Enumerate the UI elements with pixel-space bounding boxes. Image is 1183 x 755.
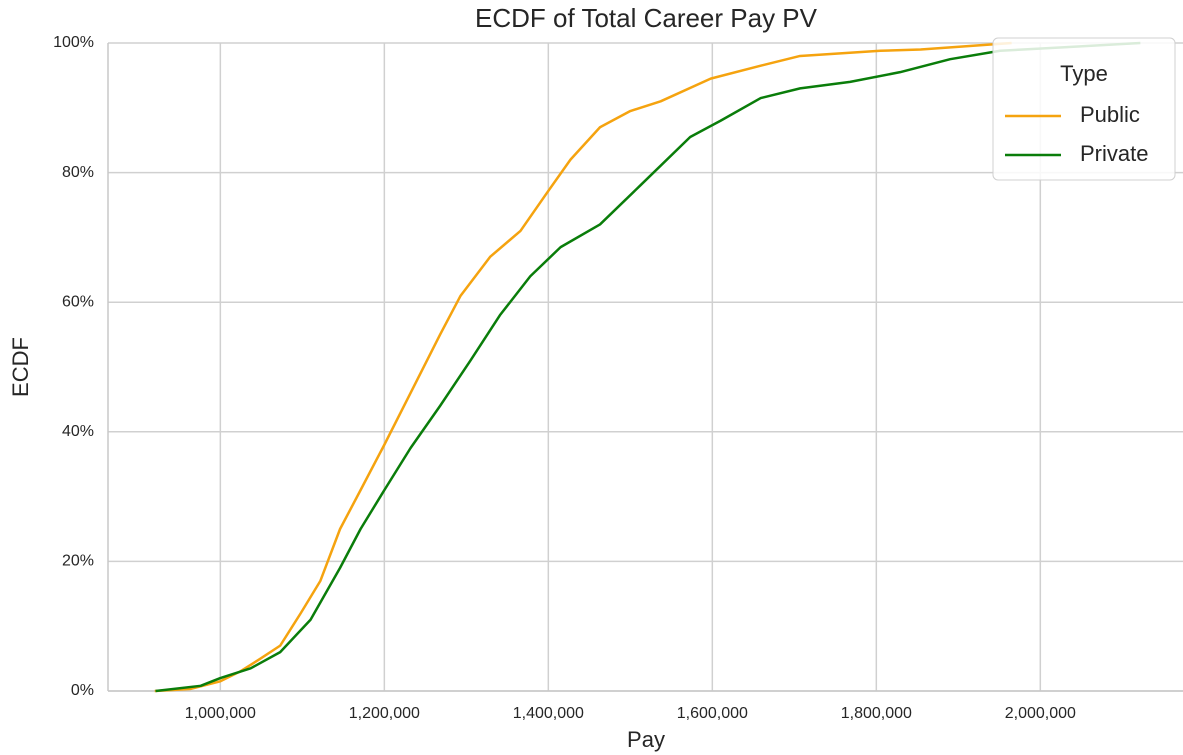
x-tick-label: 1,200,000 bbox=[349, 705, 420, 722]
y-tick-label: 0% bbox=[71, 682, 94, 699]
chart-title: ECDF of Total Career Pay PV bbox=[475, 3, 818, 33]
y-axis-label: ECDF bbox=[8, 337, 33, 397]
y-tick-label: 60% bbox=[62, 293, 94, 310]
legend-title: Type bbox=[1060, 61, 1108, 86]
y-tick-label: 40% bbox=[62, 423, 94, 440]
y-tick-label: 20% bbox=[62, 553, 94, 570]
x-axis-label: Pay bbox=[627, 727, 665, 752]
ecdf-line bbox=[155, 41, 1141, 693]
legend-label: Private bbox=[1080, 141, 1148, 166]
x-tick-label: 2,000,000 bbox=[1005, 705, 1076, 722]
x-tick-label: 1,800,000 bbox=[841, 705, 912, 722]
x-tick-label: 1,400,000 bbox=[513, 705, 584, 722]
x-tick-label: 1,600,000 bbox=[677, 705, 748, 722]
y-tick-label: 100% bbox=[53, 34, 94, 51]
legend-label: Public bbox=[1080, 102, 1140, 127]
legend-box bbox=[992, 37, 1176, 181]
x-tick-label: 1,000,000 bbox=[185, 705, 256, 722]
ecdf-line bbox=[154, 41, 1012, 693]
y-tick-label: 80% bbox=[62, 164, 94, 181]
